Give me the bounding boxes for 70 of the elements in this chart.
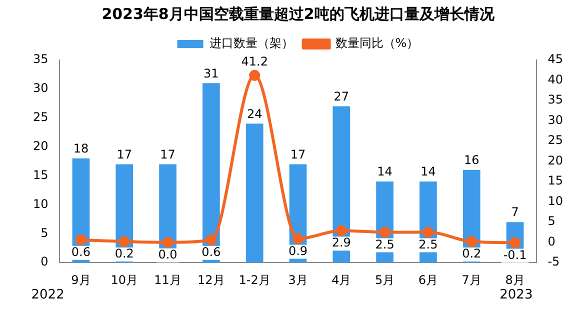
data-label: 0.9 — [288, 244, 308, 258]
y-tick-label: 20 — [32, 138, 48, 153]
y2-tick-label: 15 — [548, 174, 564, 188]
point — [466, 236, 478, 248]
point — [379, 226, 390, 238]
point — [336, 225, 347, 236]
text: 2023 — [500, 287, 533, 302]
x-tick-label: 7月 — [462, 272, 482, 287]
y2-tick-label: 35 — [548, 92, 564, 107]
point — [206, 234, 217, 246]
data-label: 17 — [160, 147, 176, 162]
y2-tick-label: 30 — [548, 112, 564, 127]
x-tick-label: 8月 — [505, 272, 525, 287]
y2-tick-label: 0 — [548, 234, 556, 248]
x-tick-label: 3月 — [288, 272, 308, 287]
y2-tick-label: 25 — [548, 133, 564, 148]
data-label: 2.5 — [418, 237, 438, 252]
y-tick-label: 10 — [32, 196, 48, 211]
x-tick-label: 6月 — [418, 272, 438, 287]
data-label: 31 — [204, 66, 219, 80]
x-tick-label: 5月 — [374, 272, 395, 287]
x-tick-label: 9月 — [71, 272, 91, 287]
y-tick-label: 25 — [32, 110, 48, 124]
y2-tick-label: 20 — [548, 153, 564, 168]
y-tick-label: 15 — [32, 168, 48, 182]
point — [422, 226, 434, 238]
data-label: 0.6 — [71, 245, 91, 260]
y-tick-label: 35 — [32, 52, 48, 66]
data-label: 2.9 — [332, 236, 351, 250]
data-label: 18 — [73, 142, 89, 156]
data-label: 14 — [377, 164, 392, 179]
data-label: 0.2 — [114, 246, 134, 261]
point — [162, 236, 174, 248]
y-tick-label: 30 — [32, 81, 48, 96]
x-tick-label: 4月 — [332, 272, 352, 287]
data-label: 14 — [420, 164, 436, 179]
x-tick-label: 1-2月 — [238, 272, 270, 287]
chart-title: 2023年8月中国空载重量超过2吨的飞机进口量及增长情况 — [102, 4, 496, 23]
data-label: 27 — [334, 89, 350, 104]
y-tick-label: 5 — [40, 226, 48, 240]
data-label: 7 — [511, 205, 519, 220]
y2-tick-label: 5 — [548, 214, 556, 228]
data-label: 0.6 — [202, 245, 221, 260]
data-label: 24 — [246, 106, 262, 121]
data-label: 17 — [116, 147, 132, 162]
y2-tick-label: -5 — [548, 254, 560, 269]
text: 2022 — [31, 287, 64, 302]
data-label: 16 — [464, 153, 480, 168]
legend-label: 进口数量（架） — [209, 36, 294, 50]
y-tick-label: 0 — [40, 254, 48, 269]
legend-label: 数量同比（%） — [335, 36, 419, 50]
data-label: 0.0 — [158, 247, 178, 262]
data-label: -0.1 — [503, 248, 527, 262]
point — [292, 233, 304, 244]
bar — [202, 83, 220, 263]
point — [75, 234, 86, 246]
data-label: 0.2 — [462, 246, 482, 261]
y2-tick-label: 10 — [548, 194, 564, 208]
point — [249, 70, 260, 81]
data-label: 17 — [290, 147, 306, 162]
data-label: 2.5 — [375, 237, 394, 252]
point — [510, 237, 521, 248]
point — [118, 236, 130, 248]
y2-tick-label: 40 — [548, 72, 564, 86]
bar — [246, 124, 264, 263]
x-tick-label: 11月 — [154, 272, 182, 287]
x-tick-label: 12月 — [198, 272, 225, 287]
x-tick-label: 10月 — [110, 272, 138, 287]
y2-tick-label: 45 — [548, 52, 564, 66]
data-label: 41.2 — [241, 54, 268, 69]
